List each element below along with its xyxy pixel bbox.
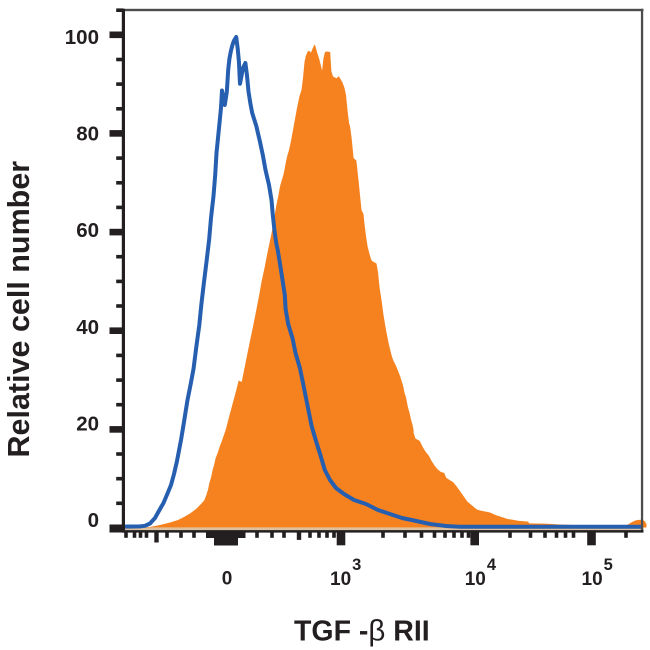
svg-text:0: 0 [222, 569, 233, 590]
svg-text:100: 100 [65, 26, 99, 49]
svg-text:0: 0 [88, 509, 99, 532]
svg-text:TGF -β RII: TGF -β RII [294, 615, 430, 648]
svg-text:Relative cell number: Relative cell number [2, 161, 36, 458]
svg-text:60: 60 [76, 219, 99, 242]
svg-text:80: 80 [76, 123, 99, 146]
svg-text:40: 40 [76, 316, 99, 339]
svg-text:20: 20 [76, 412, 99, 435]
